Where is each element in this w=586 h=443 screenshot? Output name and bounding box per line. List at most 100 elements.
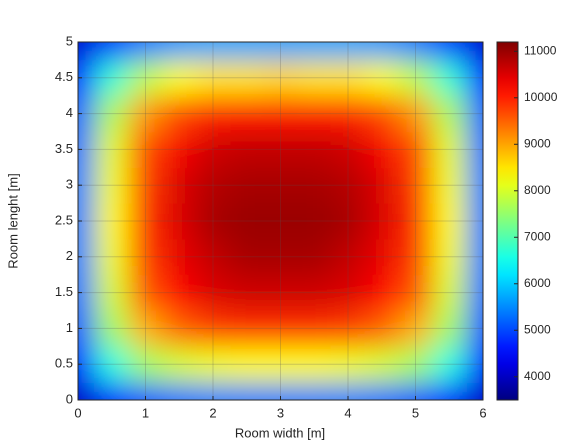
heatmap-cell	[466, 310, 483, 347]
heatmap-cell	[162, 167, 197, 204]
heatmap-cell	[466, 42, 483, 61]
heatmap-cell	[94, 167, 130, 204]
heatmap-cell	[364, 203, 400, 240]
heatmap-cell	[263, 274, 298, 311]
heatmap-cell	[94, 59, 130, 97]
heatmap-cell	[162, 203, 197, 240]
heatmap-cell	[331, 238, 366, 276]
heatmap-cell	[297, 310, 332, 347]
x-axis-label: Room width [m]	[235, 425, 325, 440]
heatmap-cell	[128, 95, 163, 132]
heatmap-cell	[229, 131, 265, 168]
heatmap-cell	[398, 95, 433, 132]
heatmap-cell	[263, 167, 298, 204]
heatmap-cell	[128, 203, 163, 240]
heatmap	[78, 42, 483, 400]
heatmap-cell	[398, 346, 433, 383]
x-tick-label: 1	[142, 405, 149, 420]
heatmap-cell	[432, 95, 467, 132]
heatmap-cell	[364, 310, 400, 347]
heatmap-cell	[466, 382, 483, 400]
heatmap-cell	[364, 95, 400, 132]
heatmap-cell	[94, 310, 130, 347]
heatmap-cell	[331, 42, 366, 61]
heatmap-cell	[364, 346, 400, 383]
heatmap-cell	[78, 59, 96, 97]
heatmap-cell	[196, 59, 231, 97]
heatmap-cell	[263, 131, 298, 168]
x-tick-label: 0	[74, 405, 81, 420]
heatmap-cell	[162, 95, 197, 132]
heatmap-cell	[466, 167, 483, 204]
heatmap-cell	[398, 382, 433, 400]
heatmap-cell	[78, 42, 96, 61]
heatmap-cell	[331, 310, 366, 347]
y-tick-label: 4	[66, 105, 73, 120]
heatmap-cell	[263, 59, 298, 97]
heatmap-cell	[432, 310, 467, 347]
heatmap-cell	[331, 59, 366, 97]
heatmap-cell	[331, 95, 366, 132]
heatmap-cell	[128, 346, 163, 383]
heatmap-cell	[297, 167, 332, 204]
heatmap-cell	[229, 274, 265, 311]
heatmap-cell	[466, 274, 483, 311]
heatmap-cell	[466, 203, 483, 240]
heatmap-cell	[466, 131, 483, 168]
heatmap-cell	[432, 382, 467, 400]
heatmap-cell	[196, 131, 231, 168]
heatmap-cell	[78, 203, 96, 240]
heatmap-cell	[94, 131, 130, 168]
heatmap-cell	[229, 42, 265, 61]
colorbar-tick-label: 11000	[524, 43, 557, 57]
heatmap-cell	[128, 42, 163, 61]
heatmap-cell	[398, 59, 433, 97]
y-tick-label: 1.5	[55, 284, 73, 299]
heatmap-cell	[331, 274, 366, 311]
colorbar-tick-label: 9000	[524, 136, 551, 150]
heatmap-cell	[263, 203, 298, 240]
heatmap-cell	[128, 238, 163, 276]
heatmap-cell	[432, 42, 467, 61]
heatmap-cell	[331, 382, 366, 400]
heatmap-cell	[297, 382, 332, 400]
colorbar-tick-label: 5000	[524, 322, 551, 336]
heatmap-cell	[398, 310, 433, 347]
heatmap-cell	[78, 95, 96, 132]
heatmap-cell	[263, 382, 298, 400]
heatmap-cell	[229, 167, 265, 204]
heatmap-cell	[78, 167, 96, 204]
ticks: 0 1 2 3 4 5 6 0 0.5 1 1.5 2 2.5 3 3.5 4 4.5 5 4000 5000 6000…	[55, 33, 558, 420]
heatmap-cells	[78, 42, 483, 400]
heatmap-cell	[229, 310, 265, 347]
heatmap-cell	[94, 274, 130, 311]
y-tick-label: 5	[66, 33, 73, 48]
y-tick-label: 1	[66, 320, 73, 335]
heatmap-cell	[94, 42, 130, 61]
heatmap-cell	[263, 310, 298, 347]
heatmap-cell	[331, 167, 366, 204]
heatmap-cell	[297, 203, 332, 240]
x-tick-label: 3	[277, 405, 284, 420]
heatmap-cell	[162, 131, 197, 168]
heatmap-cell	[466, 59, 483, 97]
heatmap-cell	[162, 346, 197, 383]
heatmap-cell	[229, 59, 265, 97]
heatmap-cell	[398, 274, 433, 311]
heatmap-cell	[196, 42, 231, 61]
heatmap-cell	[78, 382, 96, 400]
heatmap-cell	[263, 95, 298, 132]
heatmap-cell	[398, 131, 433, 168]
heatmap-cell	[364, 382, 400, 400]
heatmap-cell	[162, 382, 197, 400]
heatmap-cell	[162, 238, 197, 276]
heatmap-cell	[263, 238, 298, 276]
heatmap-cell	[162, 274, 197, 311]
heatmap-cell	[466, 346, 483, 383]
colorbar-tick-label: 10000	[524, 90, 558, 104]
heatmap-cell	[196, 310, 231, 347]
heatmap-cell	[432, 59, 467, 97]
y-tick-label: 0.5	[55, 356, 73, 371]
heatmap-cell	[432, 203, 467, 240]
heatmap-cell	[128, 59, 163, 97]
